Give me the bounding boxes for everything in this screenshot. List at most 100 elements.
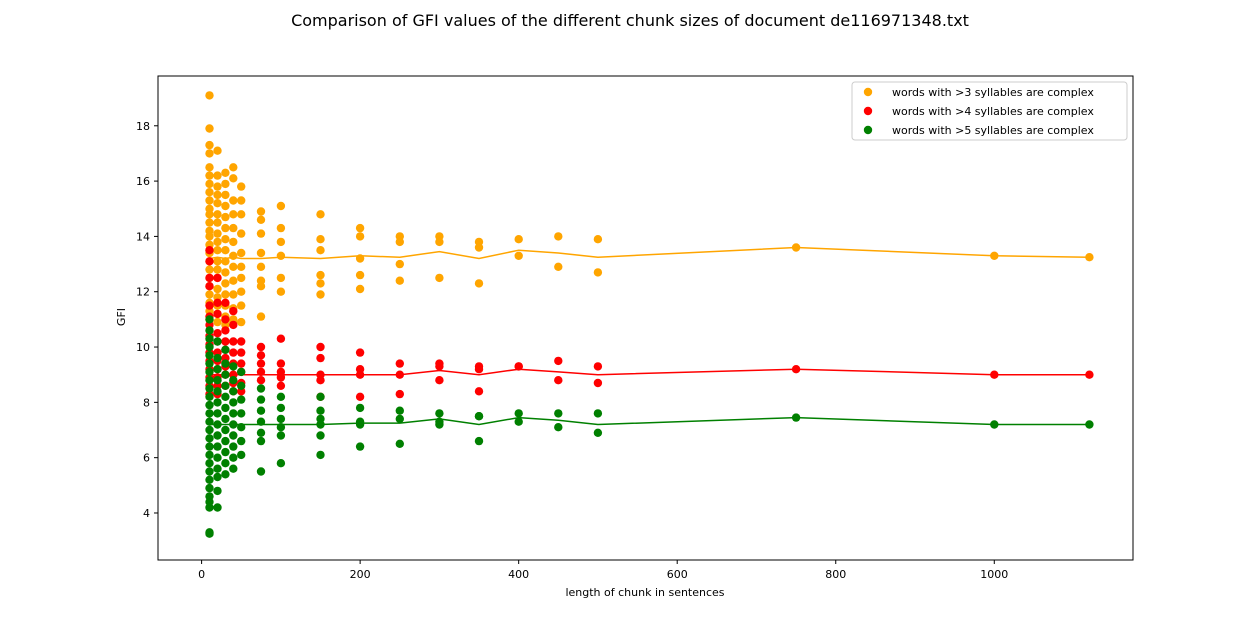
series-2-point [355,370,365,379]
series-3-point [474,412,484,421]
series-1-point [355,284,365,294]
series-2-point [554,376,563,385]
series-3-point [554,423,563,432]
y-tick-label: 14 [136,230,150,243]
series-1-point [256,215,266,224]
series-2-point [229,306,238,316]
series-1-point [316,270,325,280]
series-1-point [213,257,222,266]
series-1-point [229,223,238,233]
series-3-point [205,475,214,484]
series-3-point [237,381,246,390]
x-axis-label: length of chunk in sentences [565,586,724,599]
series-3-point [213,453,222,462]
series-1-point [276,223,286,233]
series-2-point [395,370,404,379]
series-3-point [205,376,214,385]
series-1-point [213,246,222,255]
series-1-point [229,163,238,172]
series-2-point [213,273,222,283]
series-1-point [205,140,214,150]
series-3-point [276,459,286,468]
series-3-point [205,434,214,443]
series-3-point [256,417,266,426]
series-2-point [276,373,286,382]
series-3-point [205,359,214,368]
series-2-point [514,362,523,371]
series-1-point [221,246,230,255]
series-2-point [435,362,444,371]
x-tick-label: 800 [825,568,846,581]
series-1-point [355,223,365,233]
series-2-point [474,365,484,374]
series-2-point [205,273,214,283]
series-2-point [237,348,246,357]
series-1-point [205,91,214,100]
series-1-point [213,284,222,294]
series-1-mean-line [209,246,1090,260]
series-1-point [221,179,230,189]
series-3-point [355,403,365,413]
series-1-point [229,196,238,205]
x-tick-label: 400 [508,568,529,581]
legend-entry: words with >3 syllables are complex [892,86,1094,99]
series-3-point [229,431,238,440]
series-3-point [205,442,214,451]
legend-box [851,81,1128,141]
series-1-point [229,290,238,299]
series-2-point [276,359,286,368]
series-3-point [213,464,222,473]
x-tick-label: 200 [350,568,371,581]
series-2-point [205,301,214,310]
series-1-point [256,262,266,271]
plot-area [205,91,1094,538]
series-3-point [221,414,230,424]
series-2-point [256,359,266,368]
series-3-point [229,376,238,385]
series-1-point [1085,253,1094,262]
legend-marker [863,87,873,97]
series-3-point [229,464,238,473]
series-1-point [221,223,230,233]
x-tick-label: 0 [198,568,205,581]
series-3-point [256,436,266,446]
series-3-point [791,413,801,422]
series-1-point [229,276,238,285]
series-2-point [237,359,246,368]
y-tick-label: 4 [143,507,150,520]
series-1-point [221,235,230,244]
series-2-point [213,298,222,307]
series-2-point [554,356,563,366]
series-3-point [221,392,230,401]
series-1-point [256,312,266,321]
series-3-point [276,392,286,401]
series-1-point [221,201,230,211]
series-2-point [435,376,444,385]
series-3-point [229,387,238,396]
y-tick-label: 10 [136,341,150,354]
series-3-point [221,381,230,390]
series-1-point [221,268,230,277]
series-3-point [395,439,404,448]
series-2-point [221,337,230,346]
legend-entry: words with >5 syllables are complex [892,124,1094,137]
series-1-point [205,149,214,158]
series-1-point [221,257,230,266]
series-3-point [276,403,286,413]
series-1-point [237,229,246,238]
series-3-point [276,423,286,432]
series-3-point [316,392,325,401]
series-3-point [205,459,214,468]
series-1-point [474,243,484,252]
series-1-point [554,232,563,241]
series-3-point [213,365,222,374]
series-1-point [276,237,286,247]
series-1-point [213,182,222,191]
series-2-point [205,246,214,255]
series-1-point [213,190,222,200]
series-3-point [221,403,230,413]
series-1-point [205,188,214,197]
series-2-point [474,387,484,396]
series-2-point [355,348,365,357]
series-1-point [237,301,246,310]
